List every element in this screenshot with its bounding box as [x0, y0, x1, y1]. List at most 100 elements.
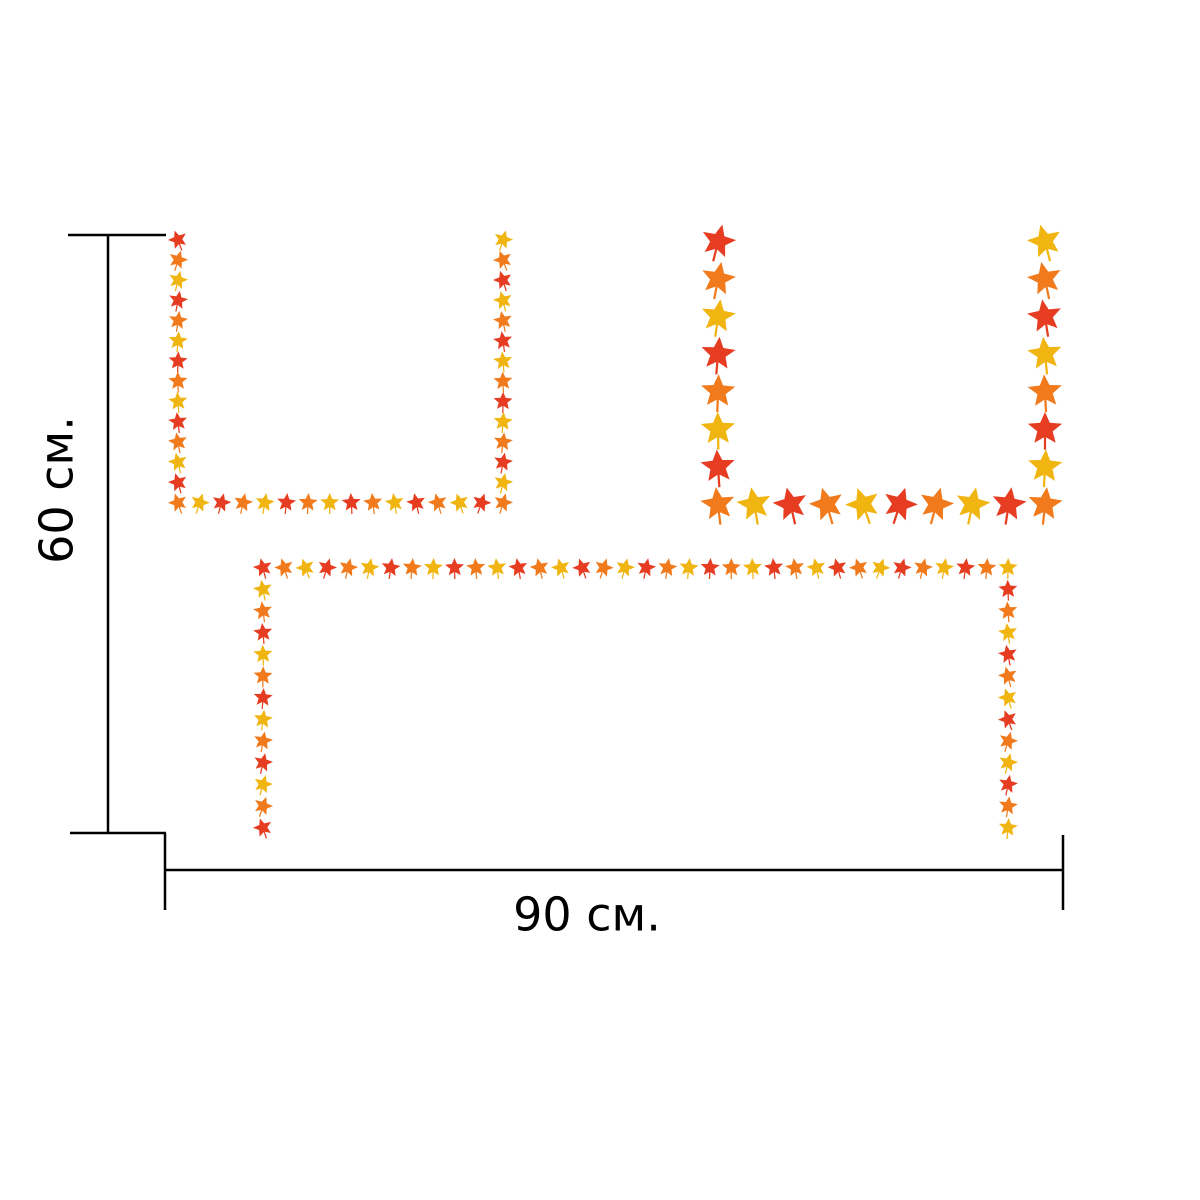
leaf	[848, 558, 867, 577]
leaf-stem	[967, 504, 974, 525]
leaf-stem	[502, 320, 506, 332]
leaf	[997, 710, 1017, 729]
leaf	[384, 493, 404, 512]
leaf	[449, 493, 468, 512]
leaf	[921, 487, 955, 521]
leaf-stem	[858, 567, 863, 579]
leaf-stem	[892, 504, 901, 525]
leaf	[168, 391, 188, 410]
leaf-stem	[500, 462, 504, 474]
leaf	[1026, 261, 1061, 295]
leaf-stem	[502, 280, 507, 292]
leaf	[494, 230, 514, 249]
leaf	[213, 493, 232, 512]
leaf	[1027, 299, 1061, 332]
leaf-stem	[410, 567, 413, 580]
leaf-stem	[262, 502, 266, 514]
leaf	[252, 558, 272, 577]
leaf	[493, 351, 513, 370]
leaf	[885, 487, 918, 521]
leaf	[550, 558, 570, 577]
leaf	[253, 644, 273, 663]
leaf-stem	[753, 504, 759, 525]
leaf	[169, 290, 188, 309]
leaf-stem	[773, 567, 776, 580]
leaf-stem	[262, 827, 267, 839]
leaf	[255, 493, 275, 512]
leaf	[253, 579, 272, 598]
leaf-stem	[415, 502, 420, 514]
leaf	[167, 473, 187, 492]
leaf-stem	[1007, 676, 1012, 688]
leaf-stem	[262, 567, 267, 579]
leaf	[168, 351, 188, 369]
leaf-stem	[177, 422, 180, 434]
leaf-stem	[176, 341, 179, 353]
leaf	[935, 558, 955, 577]
leaf	[253, 623, 273, 641]
leaf	[702, 261, 736, 295]
leaf	[169, 250, 189, 269]
leaf	[274, 558, 293, 577]
leaf-stem	[1043, 392, 1048, 413]
leaf-stem	[862, 504, 871, 525]
leaf-stem	[258, 806, 264, 817]
leaf-stem	[499, 482, 504, 494]
leaf	[764, 558, 783, 576]
leaf-stem	[259, 784, 264, 796]
leaf-stem	[794, 567, 798, 579]
leaf-stem	[581, 567, 587, 579]
leaf	[956, 558, 976, 576]
leaf	[998, 644, 1017, 663]
leaf-stem	[621, 567, 626, 579]
leaf	[999, 796, 1018, 815]
leaf-stem	[1005, 784, 1009, 796]
leaf-stem	[350, 502, 353, 515]
leaf	[572, 558, 591, 577]
leaf-stem	[599, 567, 605, 579]
leaf-stem	[306, 502, 309, 515]
leaf-stem	[1004, 504, 1010, 525]
leaf	[529, 558, 549, 577]
leaf-stem	[496, 567, 500, 579]
leaf-stem	[1006, 827, 1009, 840]
leaf-stem	[1007, 697, 1012, 709]
leaf-stem	[560, 567, 565, 579]
leaf	[445, 558, 465, 576]
leaf	[998, 558, 1018, 576]
leaf-stem	[475, 567, 478, 580]
leaf	[997, 666, 1017, 685]
leaf	[1027, 336, 1062, 369]
leaf	[701, 336, 736, 369]
leaf-stem	[177, 401, 180, 413]
leaf	[845, 487, 878, 521]
leaf-stem	[716, 392, 720, 413]
leaf-stem	[837, 567, 842, 579]
leaf-stem	[195, 502, 201, 514]
leaf	[827, 558, 846, 577]
leaf-stem	[174, 260, 179, 271]
leaf	[168, 432, 187, 451]
leaf	[1027, 411, 1063, 443]
leaf-stem	[262, 589, 266, 601]
leaf-stem	[177, 462, 182, 474]
leaf	[700, 411, 735, 443]
leaf	[956, 487, 991, 520]
leaf	[169, 310, 188, 329]
leaf	[1028, 449, 1063, 481]
leaf	[999, 774, 1018, 793]
leaf	[492, 290, 512, 310]
leaf	[999, 753, 1019, 772]
leaf	[998, 818, 1018, 836]
leaf	[169, 270, 189, 289]
leaf-stem	[1005, 806, 1009, 818]
leaf-stem	[501, 422, 504, 434]
leaf	[508, 558, 528, 577]
leaf	[253, 666, 273, 684]
leaf	[700, 487, 735, 520]
leaf-stem	[1007, 611, 1010, 623]
leaf	[320, 493, 340, 511]
leaf-stem	[175, 300, 179, 312]
leaf-stem	[240, 502, 244, 514]
